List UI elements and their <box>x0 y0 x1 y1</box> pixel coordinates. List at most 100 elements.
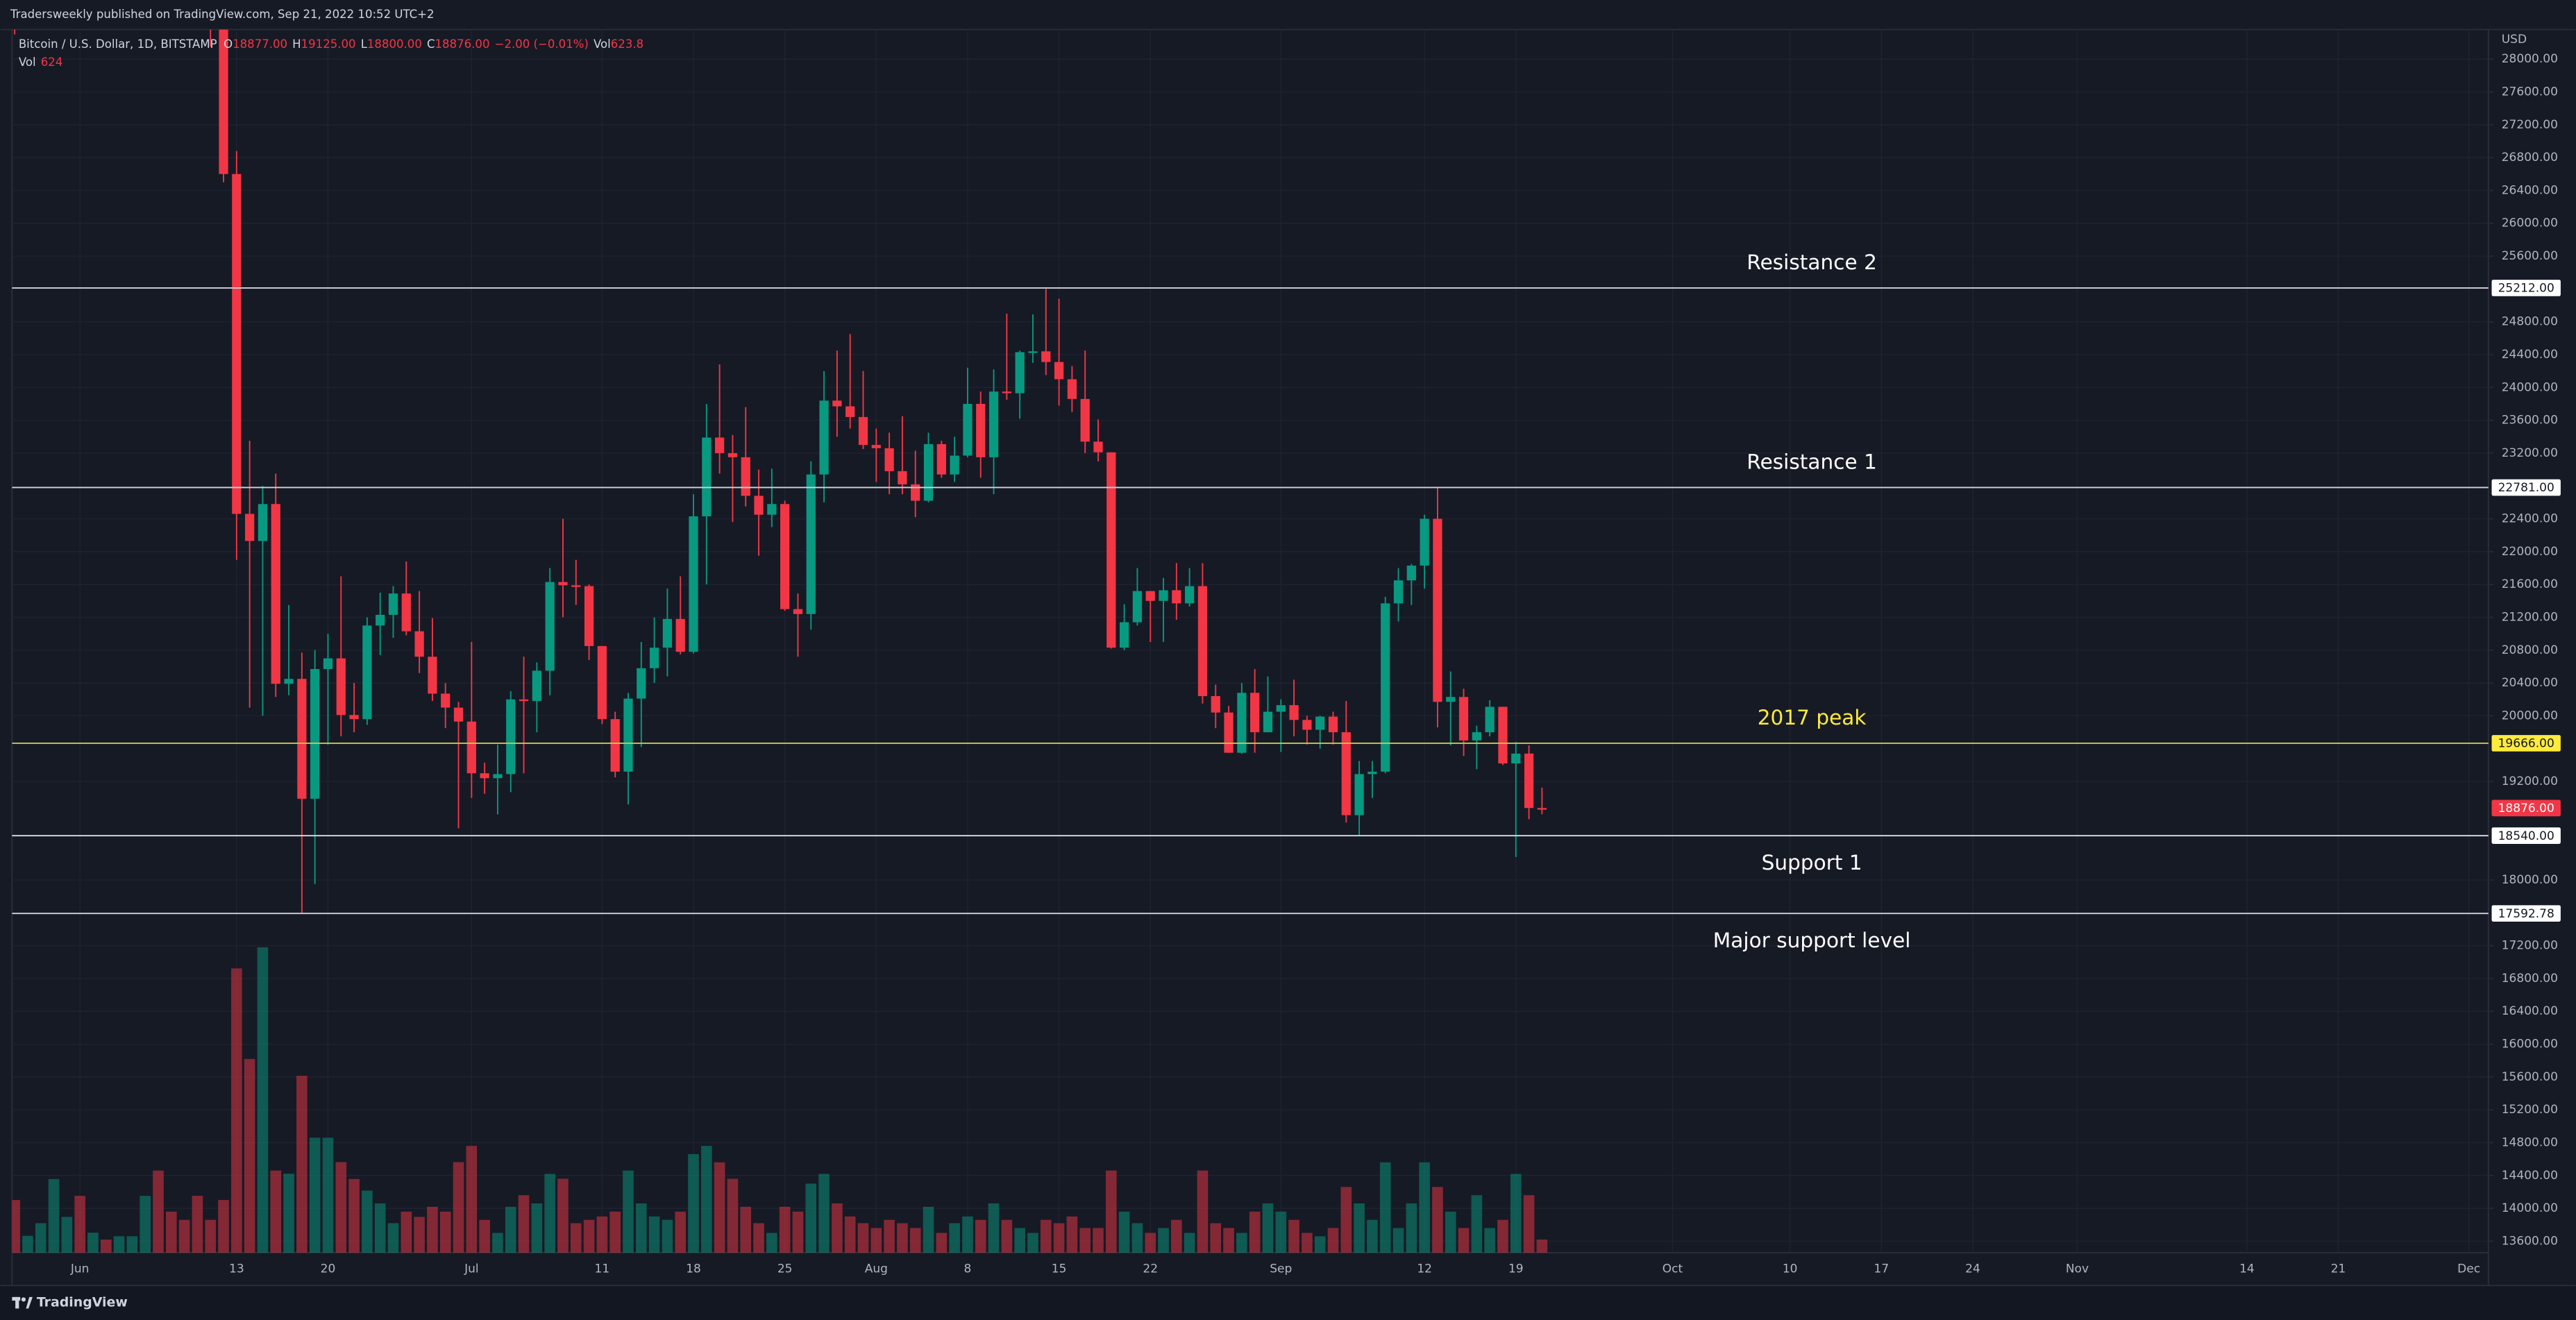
volume-bar <box>1158 1228 1169 1253</box>
volume-bar <box>453 1162 464 1253</box>
level-annotation: 2017 peak <box>1758 706 1867 729</box>
volume-bar <box>779 1206 791 1253</box>
volume-bar <box>387 1223 399 1253</box>
candle-body <box>1185 586 1195 604</box>
candle-body <box>689 516 698 652</box>
volume-bar <box>348 1178 360 1253</box>
volume-bar <box>1379 1162 1391 1253</box>
candle-body <box>793 609 803 614</box>
volume-bar <box>544 1174 555 1253</box>
volume-bar <box>505 1206 516 1253</box>
ohlc-key: L <box>361 37 368 50</box>
candle-body <box>1498 706 1508 764</box>
y-tick-label: 24000.00 <box>2502 380 2558 394</box>
vol-value: 624 <box>41 55 63 68</box>
volume-bar <box>1066 1216 1078 1253</box>
y-tick-label: 23200.00 <box>2502 446 2558 460</box>
candle-body <box>428 657 437 694</box>
candle-body <box>832 400 842 407</box>
candle-body <box>466 721 476 774</box>
level-annotation: Support 1 <box>1762 851 1862 874</box>
candle-body <box>871 445 881 448</box>
ohlc-key: C <box>427 37 435 50</box>
volume-bar <box>832 1203 843 1253</box>
candle-body <box>245 514 255 541</box>
candle-body <box>1197 586 1208 697</box>
x-tick-label: 24 <box>1965 1262 1980 1276</box>
volume-bar <box>557 1178 569 1253</box>
candle-body <box>858 416 868 446</box>
volume-bar <box>296 1076 308 1253</box>
y-tick-label: 17200.00 <box>2502 939 2558 953</box>
x-tick-label: 22 <box>1143 1262 1158 1276</box>
change: −2.00 (−0.01%) <box>495 37 589 50</box>
candle-body <box>1263 711 1273 733</box>
y-tick-label: 16000.00 <box>2502 1038 2558 1051</box>
candle-body <box>1080 398 1090 442</box>
volume-bar <box>570 1223 582 1253</box>
y-tick-label: 14000.00 <box>2502 1201 2558 1215</box>
volume-bar <box>1249 1211 1261 1253</box>
volume-bar <box>1536 1239 1548 1253</box>
candle-body <box>1015 352 1025 394</box>
vol-key: Vol <box>19 55 36 68</box>
candle-body <box>898 471 907 484</box>
candle-body <box>1433 518 1442 702</box>
volume-bar <box>439 1211 451 1253</box>
volume-bar <box>662 1219 673 1253</box>
candle-body <box>232 174 242 514</box>
level-badge-label: 18540.00 <box>2498 829 2554 843</box>
candle-body <box>988 391 999 457</box>
volume-bar <box>492 1233 503 1253</box>
volume-bar <box>1197 1170 1209 1253</box>
volume-bar <box>936 1233 948 1253</box>
volume-bar <box>74 1196 85 1253</box>
y-tick-label: 21600.00 <box>2502 577 2558 591</box>
candle-body <box>610 719 620 772</box>
x-tick-label: 14 <box>2239 1262 2255 1276</box>
ohlc-value: 18800.00 <box>367 37 422 50</box>
volume-bar <box>414 1217 425 1253</box>
candle-body <box>1472 732 1481 741</box>
volume-bar <box>35 1223 47 1253</box>
candle-body <box>545 582 555 671</box>
candle-body <box>1211 696 1220 713</box>
candle-body <box>1537 808 1547 810</box>
candle-body <box>1354 774 1364 815</box>
candle-body <box>806 474 816 614</box>
candle-body <box>414 631 424 657</box>
volume-bar <box>844 1216 856 1253</box>
volume-bar <box>818 1174 830 1253</box>
level-badge-label: 22781.00 <box>2498 481 2554 495</box>
candle-body <box>1420 518 1429 566</box>
publisher: Tradersweekly published on TradingView.c… <box>10 8 435 21</box>
candle-body <box>1250 693 1260 733</box>
candle-body <box>362 625 372 720</box>
candle-body <box>923 443 934 501</box>
y-tick-label: 20800.00 <box>2502 643 2558 657</box>
y-tick-label: 16400.00 <box>2502 1004 2558 1018</box>
x-tick-label: 17 <box>1874 1262 1889 1276</box>
y-tick-label: 20000.00 <box>2502 709 2558 722</box>
volume-bar <box>113 1236 125 1253</box>
x-tick-label: 8 <box>964 1262 972 1276</box>
volume-bar <box>1106 1170 1117 1253</box>
volume-bar <box>909 1228 921 1253</box>
volume-bar <box>870 1228 882 1253</box>
volume-bar <box>48 1178 60 1253</box>
volume-bar <box>1406 1203 1417 1253</box>
candle-body <box>1458 697 1469 741</box>
candle-body <box>1119 622 1129 648</box>
volume-bar <box>362 1190 373 1253</box>
volume-bar <box>1145 1233 1156 1253</box>
volume-bar <box>427 1206 438 1253</box>
volume-bar <box>1340 1187 1352 1253</box>
volume-bar <box>1497 1219 1508 1253</box>
candle-body <box>702 437 712 517</box>
x-tick-label: Dec <box>2457 1262 2480 1276</box>
y-tick-label: 16800.00 <box>2502 972 2558 985</box>
level-badge-label: 17592.78 <box>2498 907 2554 921</box>
volume-bar <box>1093 1228 1104 1253</box>
y-tick-label: 26400.00 <box>2502 183 2558 197</box>
